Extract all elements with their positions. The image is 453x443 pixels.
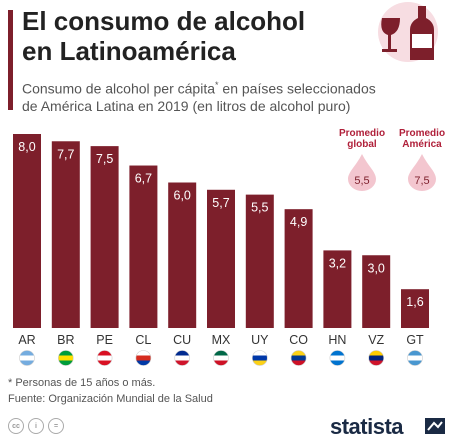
flag-border-vz [368, 350, 385, 366]
bar-vz [362, 255, 391, 328]
flag-br-icon [58, 350, 74, 366]
category-label-br: BR [57, 333, 74, 347]
category-label-cl: CL [135, 333, 151, 347]
flag-co-icon [291, 350, 307, 366]
category-label-cu: CU [173, 333, 191, 347]
license-icons: cc i = [8, 418, 64, 434]
attribution-icon[interactable]: i [28, 418, 44, 434]
average-global-drop-icon: 5,5 [348, 154, 376, 191]
flag-border-mx [213, 350, 229, 366]
statista-logo[interactable]: statista [330, 414, 404, 439]
flag-border-cl [135, 350, 152, 366]
average-global-value: 5,5 [354, 175, 369, 187]
flag-mx-icon [213, 350, 229, 366]
flag-uy-icon [252, 350, 268, 366]
bar-value-label-br: 7,7 [57, 147, 74, 161]
category-label-co: CO [289, 333, 308, 347]
footnote-note: * Personas de 15 años o más. [8, 377, 156, 389]
page-title: El consumo de alcohol en Latinoamérica [22, 6, 362, 66]
flag-border-pe [96, 350, 113, 366]
subtitle-text-b: en países seleccionados [218, 80, 376, 97]
category-label-pe: PE [96, 333, 113, 347]
subtitle-line-2: de América Latina en 2019 (en litros de … [22, 97, 351, 114]
bar-chart: 8,0 AR 7,7 BR 7,5 PE 6,7 CL 6,0 CU 5,7 MX 5,5 UY 4,9 CO… [13, 134, 429, 366]
flag-pe-icon [97, 350, 113, 366]
bar-cu [168, 182, 197, 328]
average-america-value: 7,5 [414, 175, 429, 187]
bar-value-label-cu: 6,0 [174, 189, 191, 203]
flag-ar-icon [19, 350, 35, 366]
flag-border-gt [407, 350, 423, 366]
flag-border-co [290, 350, 307, 366]
subtitle: Consumo de alcohol per cápita* en países… [22, 77, 422, 115]
bar-value-label-ar: 8,0 [18, 140, 35, 154]
title-line-1: El consumo de alcohol [22, 6, 306, 36]
average-global-label-2: global [347, 139, 377, 150]
subtitle-text-a: Consumo de alcohol per cápita [22, 80, 216, 97]
bar-value-label-cl: 6,7 [135, 172, 152, 186]
flag-cl-icon [135, 350, 151, 366]
bar-value-label-mx: 5,7 [212, 196, 229, 210]
wine-bottle-glass-icon [378, 2, 438, 62]
bar-value-label-vz: 3,0 [368, 261, 385, 275]
bar-mx [207, 189, 235, 328]
bar-value-label-gt: 1,6 [406, 295, 423, 309]
bar-uy [245, 194, 274, 328]
bar-value-label-co: 4,9 [290, 215, 307, 229]
flag-vz-icon [368, 350, 384, 366]
category-label-ar: AR [18, 333, 35, 347]
bar-value-label-uy: 5,5 [251, 201, 268, 215]
category-label-gt: GT [406, 333, 424, 347]
average-global: Promedio global 5,5 [334, 128, 390, 197]
bar-value-label-hn: 3,2 [329, 256, 346, 270]
flag-border-hn [329, 350, 346, 366]
bar-gt [401, 289, 429, 328]
bar-cl [129, 165, 158, 328]
flag-border-uy [251, 350, 268, 366]
no-derivatives-icon[interactable]: = [48, 418, 64, 434]
category-label-hn: HN [328, 333, 346, 347]
category-label-vz: VZ [368, 333, 384, 347]
average-america: Promedio América 7,5 [394, 128, 450, 197]
footnote: * Personas de 15 años o más. Fuente: Org… [8, 375, 213, 407]
subtitle-line-1: Consumo de alcohol per cápita* en países… [22, 77, 422, 98]
title-line-2: en Latinoamérica [22, 36, 236, 66]
category-label-mx: MX [212, 333, 231, 347]
average-america-label-1: Promedio [398, 128, 446, 139]
average-global-label-1: Promedio [338, 128, 386, 139]
flag-gt-icon [407, 350, 423, 366]
subtitle-asterisk: * [215, 80, 219, 90]
flag-border-br [58, 350, 74, 366]
footnote-source: Fuente: Organización Mundial de la Salud [8, 393, 213, 405]
average-america-drop-icon: 7,5 [408, 154, 436, 191]
category-label-uy: UY [251, 333, 269, 347]
title-accent-bar [8, 10, 13, 110]
bar-pe [90, 146, 119, 328]
flag-border-cu [174, 350, 190, 366]
creative-commons-icon[interactable]: cc [8, 418, 24, 434]
bar-value-label-pe: 7,5 [96, 152, 113, 166]
bar-co [284, 209, 313, 328]
statista-logo-icon [425, 418, 445, 434]
bar-hn [323, 250, 352, 328]
flag-border-ar [19, 350, 35, 366]
bar-br [51, 141, 80, 328]
bar-ar [13, 134, 41, 328]
average-america-label-2: América [402, 139, 442, 150]
flag-cu-icon [174, 350, 190, 366]
flag-hn-icon [329, 350, 345, 366]
